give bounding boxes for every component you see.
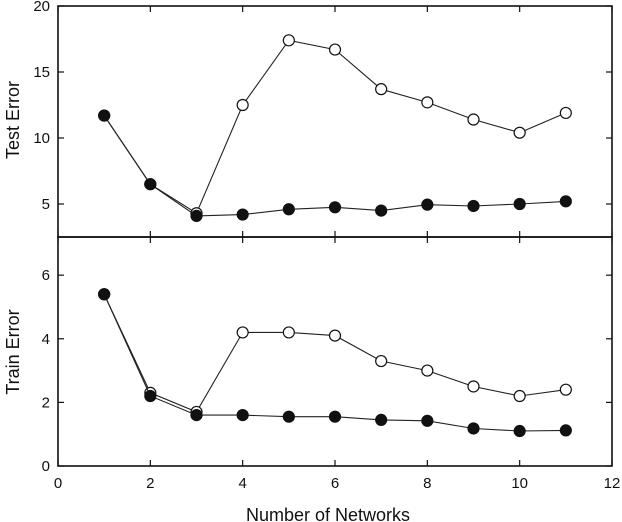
test-y-tick-label: 15	[33, 64, 50, 81]
test-filled-point	[328, 201, 342, 214]
train-filled-point	[236, 409, 249, 422]
train-open-point	[513, 389, 526, 403]
train-filled-point	[559, 424, 572, 437]
test-filled-point	[375, 204, 388, 217]
train-plot-frame	[57, 236, 613, 467]
train-open-point	[375, 354, 388, 368]
train-filled-point	[328, 410, 342, 423]
x-tick-label: 6	[331, 475, 339, 492]
test-filled-point	[144, 178, 157, 191]
train-open-point	[421, 364, 434, 377]
train-y-tick-label: 0	[42, 458, 50, 475]
train-filled-point	[98, 288, 111, 301]
train-filled-series-line	[103, 294, 566, 432]
test-y-tick-label: 5	[42, 196, 50, 213]
train-error-axis-title: Train Error	[3, 309, 23, 394]
test-open-point	[282, 34, 295, 47]
test-y-tick-label: 10	[33, 130, 50, 147]
train-filled-point	[421, 414, 434, 427]
test-open-point	[467, 113, 480, 126]
train-open-point	[328, 329, 342, 342]
train-open-series-line	[103, 294, 566, 413]
test-open-point	[513, 126, 526, 139]
x-tick-label: 0	[54, 475, 62, 492]
test-open-series-line	[103, 39, 567, 215]
x-tick-label: 8	[423, 475, 431, 492]
train-error-panel: 0 2 4 6 0 2 4 6 8 10 12	[42, 236, 621, 492]
test-filled-series-line	[103, 115, 566, 217]
x-axis-title: Number of Networks	[246, 505, 410, 522]
train-open-point	[236, 326, 249, 339]
train-y-tick-label: 4	[42, 331, 50, 348]
x-tick-label: 2	[146, 475, 154, 492]
train-filled-point	[282, 410, 295, 423]
x-tick-label: 12	[604, 475, 621, 492]
test-filled-point	[236, 208, 249, 221]
train-filled-point	[513, 424, 526, 438]
test-filled-point	[190, 209, 203, 222]
test-filled-point	[98, 109, 111, 122]
train-y-tick-label: 2	[42, 394, 50, 411]
test-open-point	[375, 83, 388, 96]
test-error-axis-title: Test Error	[3, 81, 23, 159]
test-filled-point	[513, 197, 526, 211]
test-y-tick-label: 20	[33, 0, 50, 15]
test-error-panel: 5 10 15 20	[33, 0, 613, 238]
train-filled-point	[190, 409, 203, 422]
train-open-point	[467, 380, 480, 393]
x-tick-label: 4	[238, 475, 246, 492]
test-filled-point	[282, 203, 295, 216]
test-filled-point	[559, 195, 572, 208]
x-tick-label: 10	[511, 475, 528, 492]
train-open-point	[559, 383, 572, 396]
train-y-tick-label: 6	[42, 267, 50, 284]
test-open-point	[328, 43, 342, 56]
train-filled-point	[144, 389, 157, 403]
test-open-point	[236, 98, 249, 112]
test-filled-point	[421, 198, 434, 211]
test-open-point	[421, 96, 434, 109]
train-filled-point	[467, 422, 480, 435]
test-open-point	[559, 106, 572, 120]
train-open-point	[282, 326, 295, 339]
test-filled-point	[467, 199, 480, 213]
train-filled-point	[375, 413, 388, 426]
